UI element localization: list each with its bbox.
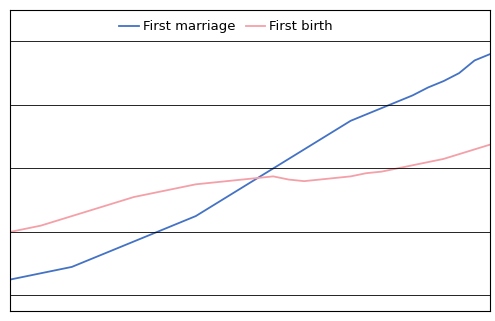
First birth bbox=[208, 181, 214, 185]
Legend: First marriage, First birth: First marriage, First birth bbox=[115, 16, 337, 37]
First birth bbox=[131, 195, 137, 199]
First birth bbox=[162, 189, 168, 193]
First birth bbox=[270, 174, 276, 178]
First birth bbox=[53, 219, 59, 223]
First birth bbox=[410, 163, 416, 167]
First birth bbox=[177, 186, 183, 189]
First marriage bbox=[301, 147, 307, 151]
First birth bbox=[38, 224, 44, 228]
First marriage bbox=[208, 204, 214, 208]
First marriage bbox=[270, 167, 276, 170]
First marriage bbox=[332, 128, 338, 132]
First marriage bbox=[286, 157, 292, 161]
First marriage bbox=[425, 85, 431, 89]
First birth bbox=[487, 143, 493, 147]
First birth bbox=[239, 178, 245, 181]
First marriage bbox=[177, 221, 183, 224]
First marriage bbox=[394, 100, 400, 104]
First birth bbox=[193, 182, 198, 186]
First birth bbox=[286, 178, 292, 181]
First birth bbox=[224, 179, 230, 183]
First marriage bbox=[100, 252, 106, 256]
First birth bbox=[301, 179, 307, 183]
First marriage bbox=[147, 233, 152, 237]
Line: First marriage: First marriage bbox=[10, 54, 490, 280]
First marriage bbox=[441, 79, 446, 83]
First birth bbox=[379, 170, 385, 174]
First birth bbox=[115, 200, 121, 204]
First birth bbox=[100, 204, 106, 208]
First marriage bbox=[193, 214, 198, 218]
First marriage bbox=[317, 138, 323, 142]
First birth bbox=[22, 227, 28, 231]
First birth bbox=[363, 171, 369, 175]
First birth bbox=[255, 176, 261, 180]
First birth bbox=[69, 214, 75, 218]
First marriage bbox=[456, 71, 462, 75]
First marriage bbox=[38, 271, 44, 275]
First birth bbox=[394, 167, 400, 170]
First marriage bbox=[487, 52, 493, 56]
First marriage bbox=[7, 278, 13, 282]
First marriage bbox=[410, 93, 416, 97]
First marriage bbox=[379, 106, 385, 110]
First marriage bbox=[239, 186, 245, 189]
First birth bbox=[425, 160, 431, 164]
First marriage bbox=[363, 113, 369, 117]
First birth bbox=[317, 178, 323, 181]
First marriage bbox=[53, 268, 59, 272]
First marriage bbox=[224, 195, 230, 199]
First birth bbox=[7, 230, 13, 234]
First marriage bbox=[162, 227, 168, 231]
First birth bbox=[332, 176, 338, 180]
First birth bbox=[456, 152, 462, 156]
First birth bbox=[441, 157, 446, 161]
First birth bbox=[472, 147, 478, 151]
First marriage bbox=[131, 239, 137, 243]
First birth bbox=[347, 174, 353, 178]
First marriage bbox=[347, 119, 353, 123]
First birth bbox=[84, 209, 90, 213]
First marriage bbox=[115, 246, 121, 250]
First birth bbox=[147, 192, 152, 196]
First marriage bbox=[69, 265, 75, 269]
First marriage bbox=[22, 274, 28, 278]
First marriage bbox=[255, 176, 261, 180]
First marriage bbox=[472, 58, 478, 62]
Line: First birth: First birth bbox=[10, 145, 490, 232]
First marriage bbox=[84, 259, 90, 263]
